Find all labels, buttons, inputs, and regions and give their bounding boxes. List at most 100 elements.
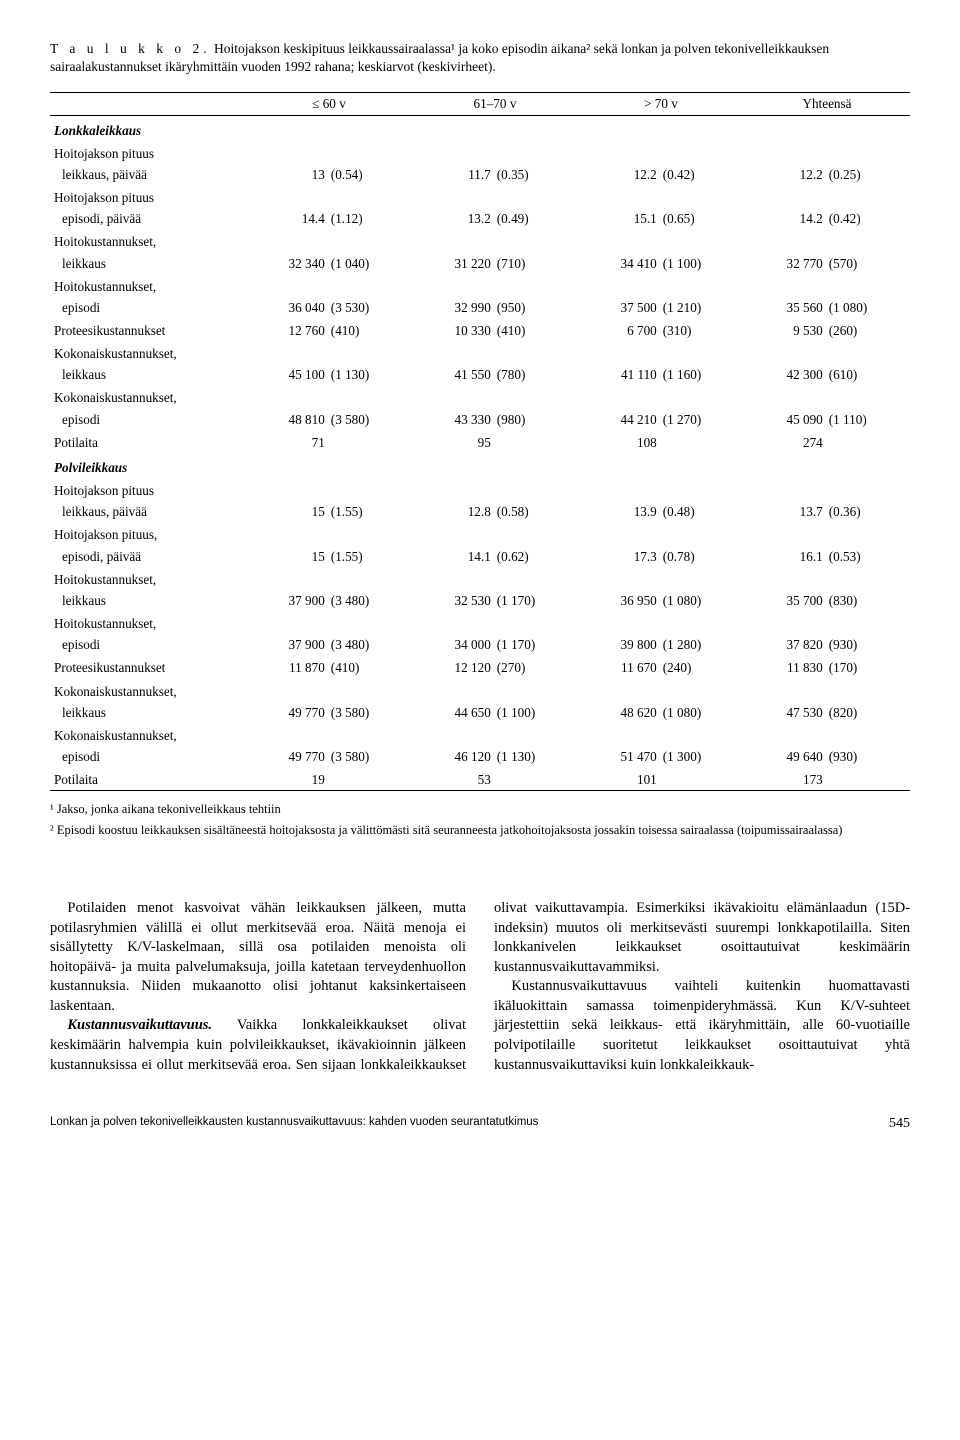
row-label: Kokonaiskustannukset, <box>50 679 246 702</box>
cell: 95 <box>412 430 495 453</box>
cell: 48 620 <box>578 702 661 723</box>
cell: 11.7 <box>412 164 495 185</box>
cell: (0.53) <box>827 546 910 567</box>
table-caption: T a u l u k k o 2. Hoitojakson keskipitu… <box>50 40 910 76</box>
cell: (0.62) <box>495 546 578 567</box>
col-header: Yhteensä <box>744 93 910 115</box>
cell: (710) <box>495 253 578 274</box>
cell: 47 530 <box>744 702 827 723</box>
section-heading: Lonkkaleikkaus <box>50 115 910 141</box>
cell: (1 170) <box>495 590 578 611</box>
cell: 32 990 <box>412 297 495 318</box>
body-text: Potilaiden menot kasvoivat vähän leikkau… <box>50 899 910 1075</box>
cell: 48 810 <box>246 409 329 430</box>
page-number: 545 <box>889 1115 910 1133</box>
row-label: Kokonaiskustannukset, <box>50 723 246 746</box>
cell: 41 110 <box>578 364 661 385</box>
row-label: Kokonaiskustannukset, <box>50 385 246 408</box>
cell: 39 800 <box>578 634 661 655</box>
cell: 13.9 <box>578 501 661 522</box>
cell <box>495 430 578 453</box>
cell: 11 670 <box>578 655 661 678</box>
cell: (0.35) <box>495 164 578 185</box>
cell: 13.7 <box>744 501 827 522</box>
row-label: Hoitojakson pituus <box>50 478 246 501</box>
cell: (0.49) <box>495 208 578 229</box>
row-label: Hoitokustannukset, <box>50 567 246 590</box>
cell: (1 040) <box>329 253 412 274</box>
cell: (0.42) <box>661 164 744 185</box>
cell <box>329 430 412 453</box>
cell: (410) <box>329 655 412 678</box>
cell: (3 480) <box>329 634 412 655</box>
row-label: Kokonaiskustannukset, <box>50 341 246 364</box>
cell: 32 770 <box>744 253 827 274</box>
cell: 10 330 <box>412 318 495 341</box>
cell: (950) <box>495 297 578 318</box>
row-label: Hoitokustannukset, <box>50 611 246 634</box>
row-sublabel: episodi, päivää <box>50 208 246 229</box>
cell <box>495 767 578 791</box>
cell: (930) <box>827 634 910 655</box>
cell: (1 160) <box>661 364 744 385</box>
cell: 17.3 <box>578 546 661 567</box>
cell: (0.58) <box>495 501 578 522</box>
row-label: Hoitokustannukset, <box>50 274 246 297</box>
cell: (1 100) <box>661 253 744 274</box>
cell: (410) <box>329 318 412 341</box>
col-header: ≤ 60 v <box>246 93 412 115</box>
cell: (3 530) <box>329 297 412 318</box>
row-sublabel: leikkaus <box>50 590 246 611</box>
cell: 36 040 <box>246 297 329 318</box>
row-sublabel: leikkaus, päivää <box>50 164 246 185</box>
cell: 14.1 <box>412 546 495 567</box>
row-label: Potilaita <box>50 767 246 791</box>
cell: 16.1 <box>744 546 827 567</box>
row-sublabel: episodi <box>50 409 246 430</box>
cell <box>661 430 744 453</box>
cell: (0.65) <box>661 208 744 229</box>
cell <box>661 767 744 791</box>
cell: 37 500 <box>578 297 661 318</box>
cell <box>827 767 910 791</box>
cell: 43 330 <box>412 409 495 430</box>
run-in-heading: Kustannusvaikuttavuus. <box>67 1017 212 1033</box>
cell: (3 580) <box>329 746 412 767</box>
cell: (0.36) <box>827 501 910 522</box>
row-label: Proteesikustannukset <box>50 318 246 341</box>
cell: 12 120 <box>412 655 495 678</box>
cell: (830) <box>827 590 910 611</box>
section-heading: Polvileikkaus <box>50 453 910 478</box>
paragraph: Potilaiden menot kasvoivat vähän leikkau… <box>50 899 466 1016</box>
cell: 11 870 <box>246 655 329 678</box>
cell: 9 530 <box>744 318 827 341</box>
row-label: Proteesikustannukset <box>50 655 246 678</box>
cell: (1 080) <box>827 297 910 318</box>
cell: (3 480) <box>329 590 412 611</box>
cell: (1.12) <box>329 208 412 229</box>
cell: 173 <box>744 767 827 791</box>
cell: 274 <box>744 430 827 453</box>
cell: 32 530 <box>412 590 495 611</box>
cell: 12.2 <box>578 164 661 185</box>
cell: (0.48) <box>661 501 744 522</box>
cell: (1 080) <box>661 702 744 723</box>
cell: 13 <box>246 164 329 185</box>
footnote-1: ¹ Jakso, jonka aikana tekonivelleikkaus … <box>50 801 910 818</box>
cell: 71 <box>246 430 329 453</box>
page-footer: Lonkan ja polven tekonivelleikkausten ku… <box>50 1115 910 1133</box>
cell: (610) <box>827 364 910 385</box>
row-sublabel: episodi <box>50 634 246 655</box>
cell: 15 <box>246 546 329 567</box>
data-table: ≤ 60 v 61–70 v > 70 v Yhteensä Lonkkalei… <box>50 92 910 791</box>
cell: (3 580) <box>329 409 412 430</box>
cell: 35 560 <box>744 297 827 318</box>
cell: 51 470 <box>578 746 661 767</box>
cell: 41 550 <box>412 364 495 385</box>
cell: (930) <box>827 746 910 767</box>
cell: 49 770 <box>246 702 329 723</box>
cell: (1 100) <box>495 702 578 723</box>
row-sublabel: leikkaus <box>50 702 246 723</box>
cell: (1 300) <box>661 746 744 767</box>
cell: (1 170) <box>495 634 578 655</box>
